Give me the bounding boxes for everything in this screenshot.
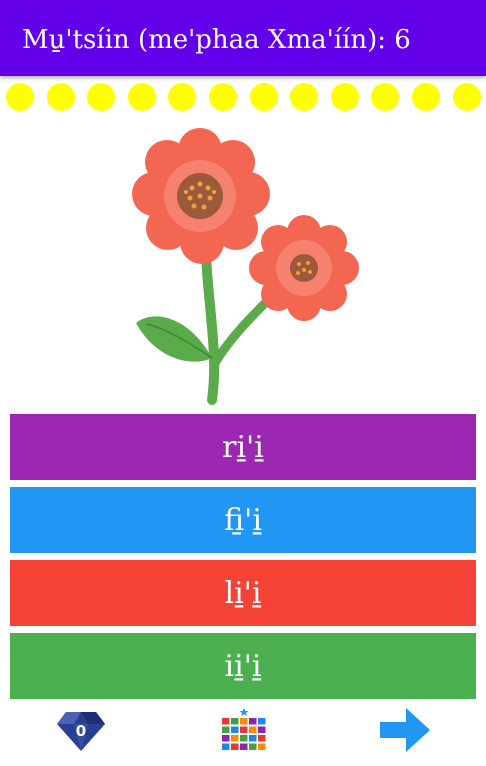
progress-dot: [452, 83, 481, 111]
progress-dot: [249, 83, 278, 111]
progress-dot: [330, 83, 359, 111]
answer-button-1[interactable]: ri̱'i̱: [10, 414, 476, 480]
answer-label: fi̱'i̱: [224, 502, 262, 538]
progress-dot: [46, 83, 75, 111]
answer-button-4[interactable]: ii̱'i̱: [10, 633, 476, 699]
diamond-icon: [57, 712, 105, 751]
progress-dot: [290, 83, 319, 111]
gem-counter-button[interactable]: 0: [56, 710, 106, 752]
progress-dot: [412, 83, 440, 111]
progress-dot: [371, 83, 400, 111]
flower-icon: [132, 128, 359, 405]
answer-button-3[interactable]: li̱'i̱: [10, 560, 476, 626]
progress-dot: [87, 83, 116, 111]
next-button[interactable]: [378, 706, 432, 754]
bottom-bar: 0: [0, 700, 486, 766]
progress-dot: [127, 83, 156, 111]
progress-dot: [209, 83, 237, 111]
answer-label: ri̱'i̱: [222, 429, 264, 465]
arrow-right-icon: [380, 708, 430, 752]
progress-dot: [168, 83, 197, 111]
level-grid-button[interactable]: [218, 708, 270, 754]
answer-label: li̱'i̱: [224, 575, 262, 611]
level-grid-icon: [222, 708, 266, 750]
progress-dot: [6, 83, 34, 111]
header-title: Mu̱'tsíin (me'phaa Xma'íín): 6: [22, 25, 411, 55]
gem-count: 0: [75, 722, 87, 740]
answer-label: ii̱'i̱: [224, 648, 262, 684]
progress-dots: [0, 80, 486, 114]
flower-picture: [120, 118, 370, 408]
answer-button-2[interactable]: fi̱'i̱: [10, 487, 476, 553]
app-header: Mu̱'tsíin (me'phaa Xma'íín): 6: [0, 0, 486, 76]
